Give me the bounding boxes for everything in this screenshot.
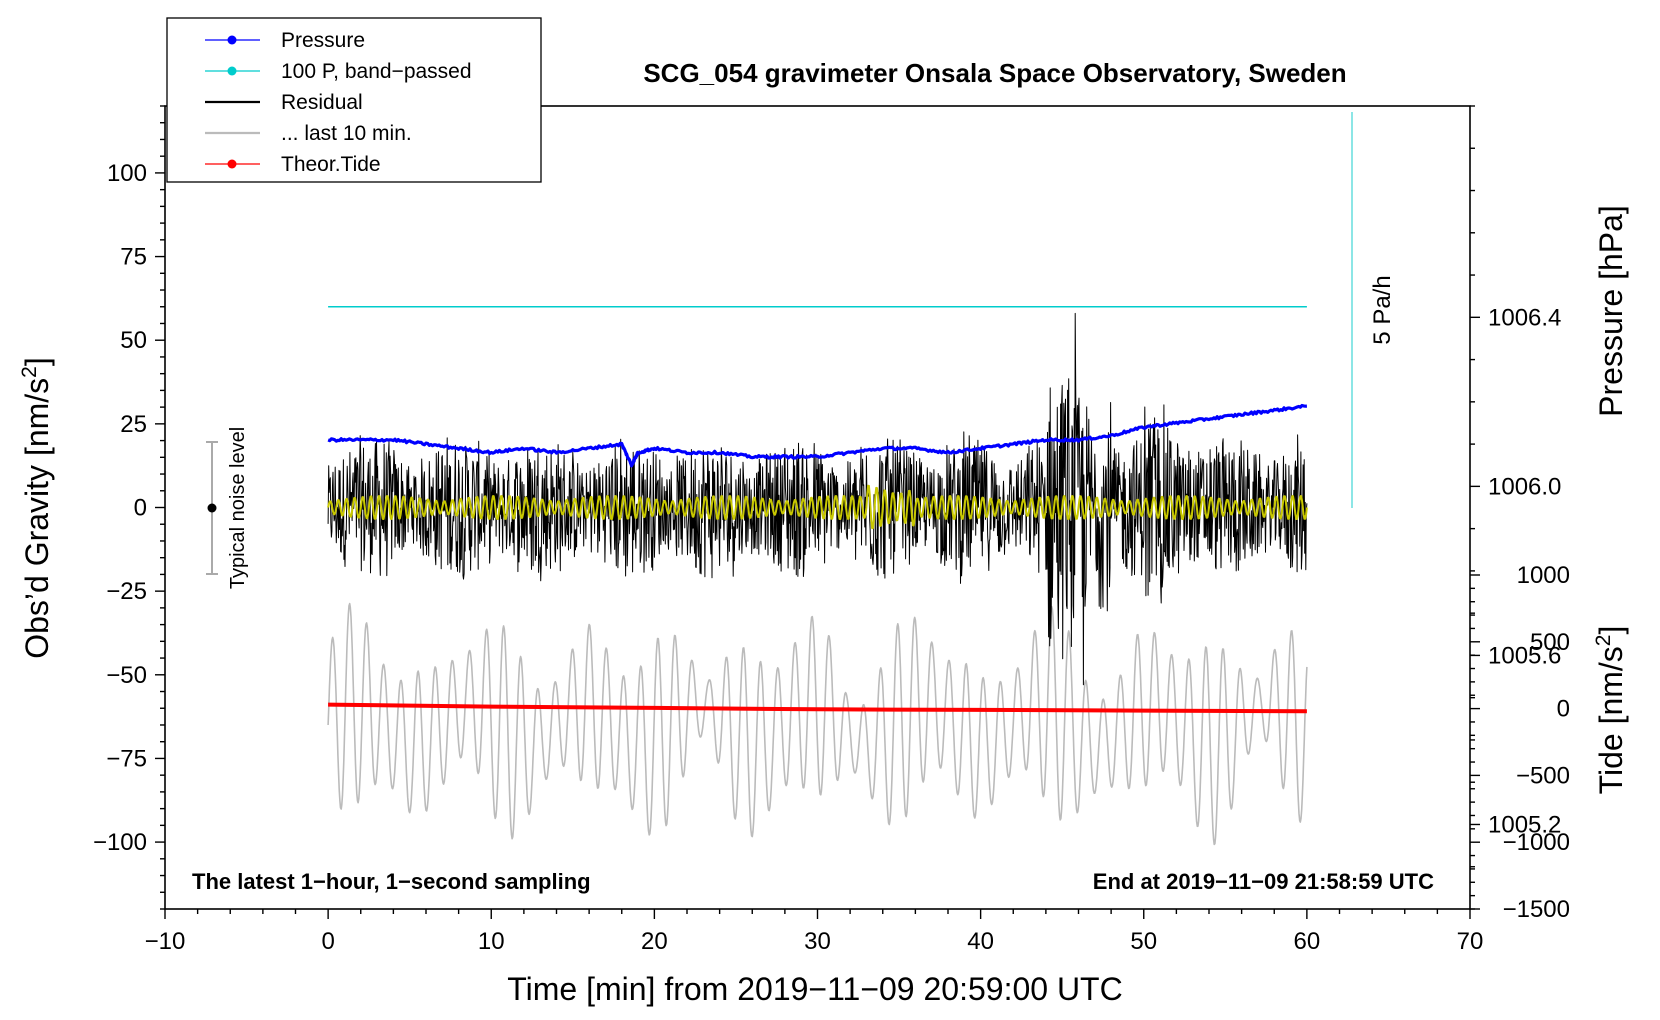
pressure-axis-label: Pressure [hPa] (1593, 205, 1629, 417)
series-layer (327, 306, 1308, 846)
tide-axis-label: Tide [nm/s2] (1592, 626, 1629, 795)
x-axis: −10 0 10 20 30 40 50 60 70 (145, 909, 1484, 955)
x-tick-label: 30 (804, 928, 831, 955)
legend-marker (227, 66, 237, 76)
legend-label: Residual (281, 91, 363, 114)
pressure-line (327, 403, 1307, 468)
theor-tide-line (328, 702, 1307, 714)
gravity-tick-label: 50 (120, 327, 147, 354)
gravity-tick-label: 25 (120, 411, 147, 438)
legend-label: ... last 10 min. (281, 122, 412, 145)
x-tick-label: 10 (478, 928, 505, 955)
tide-tick-label: −1500 (1503, 896, 1570, 923)
gravity-axis: 100 75 50 25 0 −25 −50 −75 −100 (93, 105, 165, 910)
filtered-residual-line (327, 484, 1308, 530)
gravity-tick-label: 100 (107, 160, 147, 187)
pressure-tick-label: 1005.6 (1488, 642, 1561, 669)
x-tick-label: 20 (641, 928, 668, 955)
pressure-tick-label: 1006.0 (1488, 473, 1561, 500)
gravity-tick-label: 75 (120, 244, 147, 271)
tide-tick-label: −1000 (1503, 829, 1570, 856)
gravity-axis-label: Obs’d Gravity [nm/s2] (18, 357, 55, 659)
legend-label: Pressure (281, 29, 365, 52)
pressure-axis: 1006.4 1006.0 1005.6 1005.2 (1470, 105, 1561, 910)
legend-label: Theor.Tide (281, 153, 381, 176)
legend-marker (227, 159, 237, 169)
pressure-tick-label: 1005.2 (1488, 811, 1561, 838)
gravity-tick-label: −25 (106, 578, 147, 605)
chart-title: SCG_054 gravimeter Onsala Space Observat… (643, 58, 1346, 88)
tide-tick-label: −500 (1516, 762, 1570, 789)
pressure-tick-label: 1006.4 (1488, 304, 1561, 331)
legend-label: 100 P, band−passed (281, 60, 472, 83)
gravity-tick-label: −100 (93, 829, 147, 856)
tide-tick-label: 0 (1557, 696, 1570, 723)
legend: Pressure 100 P, band−passed Residual ... la… (166, 17, 542, 183)
legend-marker (227, 35, 237, 45)
tide-tick-label: 1000 (1517, 562, 1570, 589)
x-tick-label: 0 (321, 928, 334, 955)
gravity-tick-label: −75 (106, 745, 147, 772)
noise-level-indicator (206, 441, 218, 575)
tide-axis: 1000 500 0 −500 −1000 −1500 (1470, 562, 1570, 923)
x-tick-label: 40 (967, 928, 994, 955)
tide-tick-label: 500 (1530, 629, 1570, 656)
x-tick-label: 50 (1130, 928, 1157, 955)
x-axis-label: Time [min] from 2019−11−09 20:59:00 UTC (507, 971, 1122, 1007)
gravity-tick-label: −50 (106, 662, 147, 689)
x-tick-label: −10 (145, 928, 186, 955)
footer-right: End at 2019−11−09 21:58:59 UTC (1093, 869, 1434, 894)
last-10-min-line (327, 602, 1308, 846)
gravity-tick-label: 0 (134, 495, 147, 522)
footer-left: The latest 1−hour, 1−second sampling (192, 869, 591, 894)
x-tick-label: 60 (1294, 928, 1321, 955)
rate-scale-label: 5 Pa/h (1369, 275, 1396, 344)
noise-level-label: Typical noise level (227, 427, 249, 589)
residual-line (327, 312, 1308, 686)
x-tick-label: 70 (1457, 928, 1484, 955)
